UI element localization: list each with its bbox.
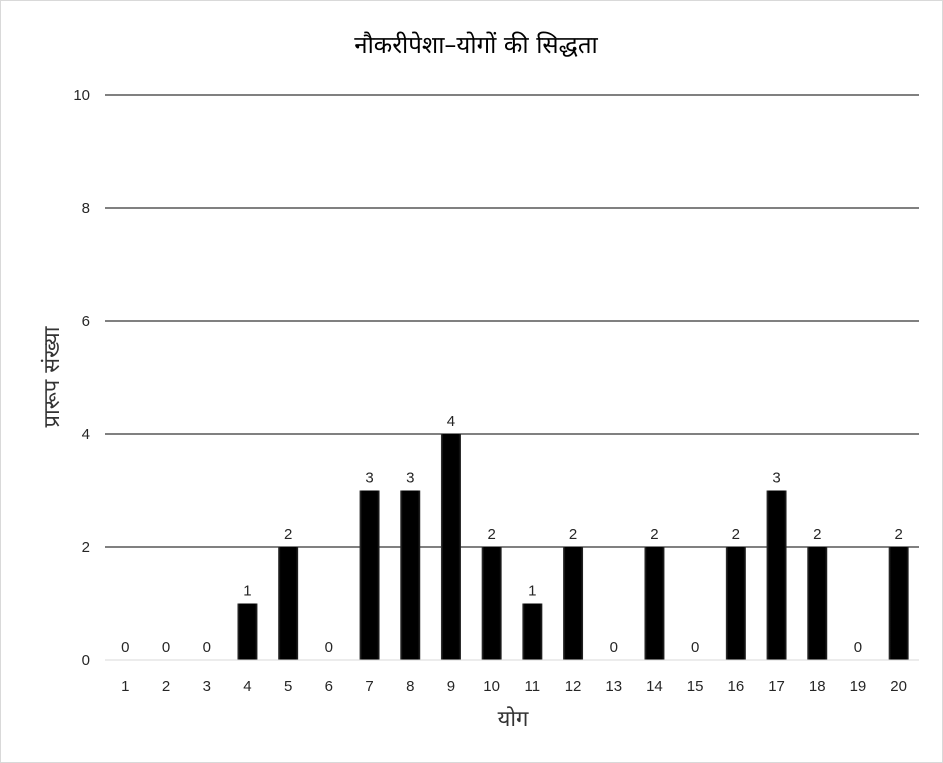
x-tick-label-19: 19: [850, 678, 867, 695]
data-label-7: 3: [365, 470, 373, 487]
bars: [237, 434, 909, 660]
x-tick-label-10: 10: [483, 678, 500, 695]
x-tick-label-6: 6: [325, 678, 333, 695]
data-label-11: 1: [528, 583, 536, 600]
y-tick-label-6: 6: [82, 313, 90, 330]
x-tick-label-12: 12: [565, 678, 582, 695]
data-label-20: 2: [894, 526, 902, 543]
x-tick-label-5: 5: [284, 678, 292, 695]
bar-9: [440, 434, 461, 660]
x-tick-label-11: 11: [525, 678, 541, 695]
data-label-14: 2: [650, 526, 658, 543]
x-tick-label-1: 1: [121, 678, 129, 695]
chart-title: नौकरीपेशा–योगों की सिद्धता: [354, 31, 598, 59]
bar-17: [766, 490, 787, 660]
bar-14: [644, 547, 665, 660]
data-label-16: 2: [732, 526, 740, 543]
data-label-17: 3: [772, 470, 780, 487]
y-tick-label-4: 4: [82, 426, 90, 443]
x-axis-title: योग: [498, 706, 529, 732]
data-label-12: 2: [569, 526, 577, 543]
bar-10: [481, 547, 502, 660]
bar-12: [563, 547, 584, 660]
y-tick-label-2: 2: [82, 539, 90, 556]
x-tick-label-3: 3: [203, 678, 211, 695]
bar-4: [237, 603, 258, 660]
data-label-8: 3: [406, 470, 414, 487]
data-label-10: 2: [487, 526, 495, 543]
data-labels: 0 0 0 1 2 0 3 3 4 2 1 2 0 2 0 2 3 2 0 2: [121, 413, 903, 656]
x-tick-label-18: 18: [809, 678, 826, 695]
x-tick-label-7: 7: [365, 678, 373, 695]
data-label-3: 0: [203, 639, 211, 656]
data-label-18: 2: [813, 526, 821, 543]
bar-20: [888, 547, 909, 660]
x-tick-label-9: 9: [447, 678, 455, 695]
data-label-4: 1: [243, 583, 251, 600]
y-tick-label-0: 0: [82, 652, 90, 669]
data-label-1: 0: [121, 639, 129, 656]
x-tick-label-2: 2: [162, 678, 170, 695]
x-tick-label-8: 8: [406, 678, 414, 695]
bar-11: [522, 603, 543, 660]
data-label-5: 2: [284, 526, 292, 543]
x-tick-label-20: 20: [890, 678, 907, 695]
y-axis-title: प्रारूप संख्या: [40, 326, 65, 427]
data-label-9: 4: [447, 413, 455, 430]
bar-5: [278, 547, 299, 660]
x-tick-label-17: 17: [768, 678, 785, 695]
x-tick-label-4: 4: [243, 678, 251, 695]
gridlines: [105, 94, 919, 548]
bar-18: [807, 547, 828, 660]
bar-8: [400, 490, 421, 660]
y-axis-ticks: 0 2 4 6 8 10: [73, 87, 90, 669]
y-tick-label-10: 10: [73, 87, 90, 104]
data-label-6: 0: [325, 639, 333, 656]
x-tick-label-13: 13: [605, 678, 622, 695]
bar-7: [359, 490, 380, 660]
x-tick-label-15: 15: [687, 678, 704, 695]
y-tick-label-8: 8: [82, 200, 90, 217]
x-tick-label-16: 16: [728, 678, 745, 695]
x-axis-ticks: 1 2 3 4 5 6 7 8 9 10 11 12 13 14 15 16 17 18 19 20: [121, 678, 907, 695]
data-label-13: 0: [610, 639, 618, 656]
data-label-2: 0: [162, 639, 170, 656]
data-label-15: 0: [691, 639, 699, 656]
x-tick-label-14: 14: [646, 678, 663, 695]
data-label-19: 0: [854, 639, 862, 656]
bar-16: [725, 547, 746, 660]
